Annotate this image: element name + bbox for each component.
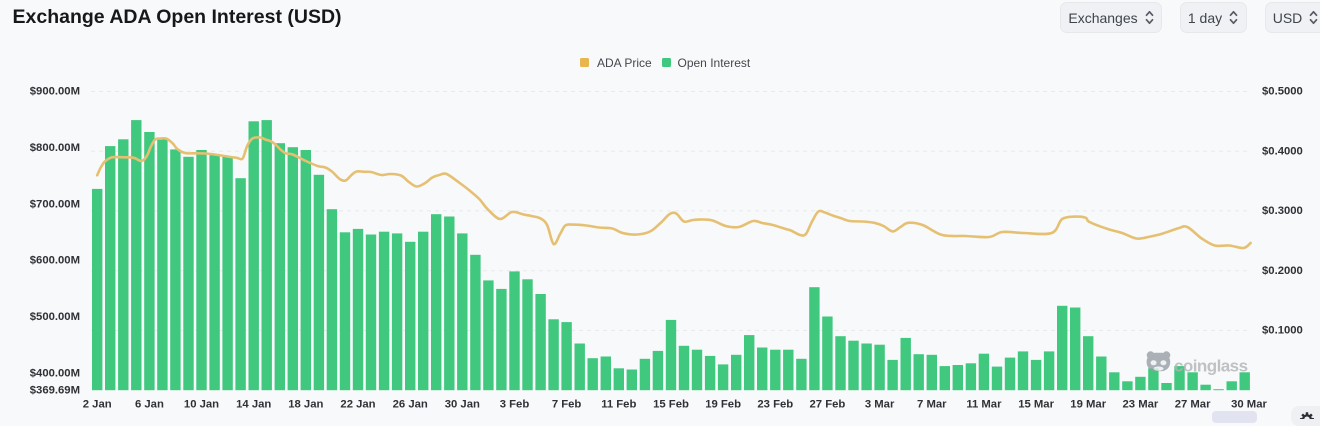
svg-text:27 Feb: 27 Feb	[810, 399, 846, 411]
svg-text:2 Jan: 2 Jan	[83, 399, 112, 411]
svg-text:$369.69M: $369.69M	[30, 384, 80, 396]
svg-text:$700.00M: $700.00M	[30, 198, 80, 210]
svg-text:27 Mar: 27 Mar	[1175, 399, 1211, 411]
svg-text:$0.5000: $0.5000	[1262, 86, 1303, 98]
svg-text:23 Feb: 23 Feb	[757, 399, 793, 411]
svg-text:23 Mar: 23 Mar	[1123, 399, 1159, 411]
svg-text:$900.00M: $900.00M	[30, 86, 80, 98]
svg-text:$800.00M: $800.00M	[30, 142, 80, 154]
svg-text:15 Mar: 15 Mar	[1018, 399, 1054, 411]
svg-text:14 Jan: 14 Jan	[236, 399, 271, 411]
svg-text:6 Jan: 6 Jan	[135, 399, 164, 411]
svg-text:$0.4000: $0.4000	[1262, 145, 1303, 157]
svg-text:22 Jan: 22 Jan	[340, 399, 375, 411]
svg-text:30 Jan: 30 Jan	[445, 399, 480, 411]
svg-text:15 Feb: 15 Feb	[653, 399, 689, 411]
svg-text:$0.3000: $0.3000	[1262, 205, 1303, 217]
svg-text:7 Feb: 7 Feb	[552, 399, 582, 411]
svg-text:26 Jan: 26 Jan	[393, 399, 428, 411]
svg-text:19 Feb: 19 Feb	[705, 399, 741, 411]
svg-text:$500.00M: $500.00M	[30, 311, 80, 323]
svg-text:18 Jan: 18 Jan	[288, 399, 323, 411]
svg-text:7 Mar: 7 Mar	[917, 399, 947, 411]
svg-text:$600.00M: $600.00M	[30, 255, 80, 267]
svg-text:10 Jan: 10 Jan	[184, 399, 219, 411]
svg-text:30 Mar: 30 Mar	[1231, 399, 1267, 411]
svg-text:$0.2000: $0.2000	[1262, 265, 1303, 277]
svg-text:coinglass: coinglass	[1174, 357, 1248, 376]
svg-text:11 Mar: 11 Mar	[966, 399, 1002, 411]
svg-text:$0.1000: $0.1000	[1262, 325, 1303, 337]
svg-text:19 Mar: 19 Mar	[1070, 399, 1106, 411]
svg-text:11 Feb: 11 Feb	[601, 399, 636, 411]
svg-text:$400.00M: $400.00M	[30, 367, 80, 379]
svg-text:3 Feb: 3 Feb	[500, 399, 530, 411]
svg-text:3 Mar: 3 Mar	[865, 399, 895, 411]
